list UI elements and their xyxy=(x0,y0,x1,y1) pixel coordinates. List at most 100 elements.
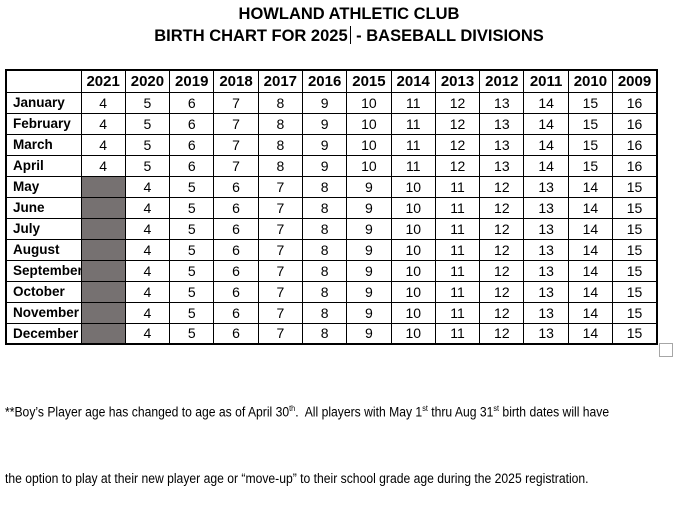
age-cell: 10 xyxy=(390,196,436,219)
age-cell: 8 xyxy=(301,238,348,261)
month-header-cell: August xyxy=(5,238,82,261)
age-cell: 8 xyxy=(257,112,303,135)
year-header-cell: 2009 xyxy=(612,69,658,93)
shaded-cell xyxy=(80,322,126,345)
age-cell: 10 xyxy=(346,112,392,135)
table-row: August 4 5 6 7 8 9 10 11 12 13 14 15 xyxy=(5,238,658,261)
age-cell: 16 xyxy=(612,91,658,114)
document-page: { "title": { "line1": "HOWLAND ATHLETIC … xyxy=(0,5,698,486)
age-cell: 12 xyxy=(479,196,525,219)
age-cell: 11 xyxy=(434,196,481,219)
year-header-cell: 2011 xyxy=(523,69,569,93)
age-cell: 13 xyxy=(479,91,525,114)
age-cell: 11 xyxy=(434,322,481,345)
age-cell: 15 xyxy=(612,322,658,345)
age-cell: 5 xyxy=(169,217,215,240)
age-cell: 15 xyxy=(567,112,614,135)
age-cell: 15 xyxy=(612,259,658,282)
age-cell: 9 xyxy=(301,154,348,177)
month-header-cell: October xyxy=(5,280,82,303)
age-cell: 15 xyxy=(612,217,658,240)
age-cell: 4 xyxy=(124,322,171,345)
age-cell: 11 xyxy=(434,259,481,282)
age-cell: 12 xyxy=(434,133,481,156)
age-cell: 13 xyxy=(523,301,569,324)
age-cell: 10 xyxy=(390,259,436,282)
table-row: September 4 5 6 7 8 9 10 11 12 13 14 15 xyxy=(5,259,658,282)
month-header-cell: January xyxy=(5,91,82,114)
age-cell: 10 xyxy=(390,238,436,261)
age-cell: 12 xyxy=(479,280,525,303)
age-cell: 15 xyxy=(612,301,658,324)
age-cell: 5 xyxy=(169,259,215,282)
table-row: January 4 5 6 7 8 9 10 11 12 13 14 15 16 xyxy=(5,91,658,114)
page-title-line2: BIRTH CHART FOR 2025 - BASEBALL DIVISIONS xyxy=(0,25,698,47)
age-cell: 15 xyxy=(567,154,614,177)
table-row: February 4 5 6 7 8 9 10 11 12 13 14 15 16 xyxy=(5,112,658,135)
footnote-text: birth dates will have xyxy=(499,404,610,420)
age-cell: 6 xyxy=(213,259,259,282)
age-cell: 9 xyxy=(346,259,392,282)
month-header-cell: April xyxy=(5,154,82,177)
age-cell: 4 xyxy=(124,217,171,240)
footnote-line2: the option to play at their new player a… xyxy=(5,470,589,486)
empty-checkbox[interactable] xyxy=(659,343,673,357)
age-cell: 12 xyxy=(479,322,525,345)
age-cell: 6 xyxy=(169,91,215,114)
corner-cell xyxy=(5,69,82,93)
shaded-cell xyxy=(80,175,126,198)
shaded-cell xyxy=(80,238,126,261)
age-cell: 10 xyxy=(390,301,436,324)
age-cell: 13 xyxy=(523,322,569,345)
age-cell: 6 xyxy=(213,280,259,303)
age-cell: 14 xyxy=(567,217,614,240)
age-cell: 12 xyxy=(479,238,525,261)
age-cell: 7 xyxy=(257,280,303,303)
age-cell: 7 xyxy=(213,112,259,135)
shaded-cell xyxy=(80,301,126,324)
age-cell: 13 xyxy=(479,154,525,177)
age-cell: 13 xyxy=(479,133,525,156)
age-cell: 11 xyxy=(434,175,481,198)
age-cell: 7 xyxy=(213,133,259,156)
age-cell: 14 xyxy=(523,133,569,156)
shaded-cell xyxy=(80,217,126,240)
age-cell: 5 xyxy=(169,238,215,261)
age-cell: 10 xyxy=(346,133,392,156)
age-cell: 7 xyxy=(257,301,303,324)
age-cell: 5 xyxy=(169,175,215,198)
month-header-cell: June xyxy=(5,196,82,219)
age-cell: 12 xyxy=(479,259,525,282)
table-row: December 4 5 6 7 8 9 10 11 12 13 14 15 xyxy=(5,322,658,345)
age-cell: 12 xyxy=(479,217,525,240)
age-cell: 8 xyxy=(301,259,348,282)
age-cell: 9 xyxy=(346,217,392,240)
age-cell: 4 xyxy=(124,196,171,219)
age-cell: 15 xyxy=(612,280,658,303)
age-cell: 11 xyxy=(390,154,436,177)
age-cell: 8 xyxy=(257,91,303,114)
year-header-cell: 2020 xyxy=(124,69,171,93)
age-cell: 10 xyxy=(390,280,436,303)
age-cell: 13 xyxy=(523,259,569,282)
year-header-cell: 2012 xyxy=(479,69,525,93)
age-cell: 13 xyxy=(523,217,569,240)
table-row: October 4 5 6 7 8 9 10 11 12 13 14 15 xyxy=(5,280,658,303)
page-title-line1: HOWLAND ATHLETIC CLUB xyxy=(238,5,460,23)
age-cell: 10 xyxy=(346,154,392,177)
age-cell: 9 xyxy=(301,133,348,156)
age-cell: 8 xyxy=(301,196,348,219)
age-cell: 4 xyxy=(124,175,171,198)
age-cell: 11 xyxy=(434,217,481,240)
age-cell: 7 xyxy=(257,259,303,282)
month-header-cell: February xyxy=(5,112,82,135)
table-row: November 4 5 6 7 8 9 10 11 12 13 14 15 xyxy=(5,301,658,324)
age-cell: 6 xyxy=(213,238,259,261)
age-cell: 8 xyxy=(257,154,303,177)
year-header-cell: 2014 xyxy=(390,69,436,93)
age-cell: 11 xyxy=(390,91,436,114)
age-cell: 10 xyxy=(390,322,436,345)
age-cell: 5 xyxy=(169,196,215,219)
age-cell: 12 xyxy=(479,175,525,198)
age-cell: 4 xyxy=(80,91,126,114)
